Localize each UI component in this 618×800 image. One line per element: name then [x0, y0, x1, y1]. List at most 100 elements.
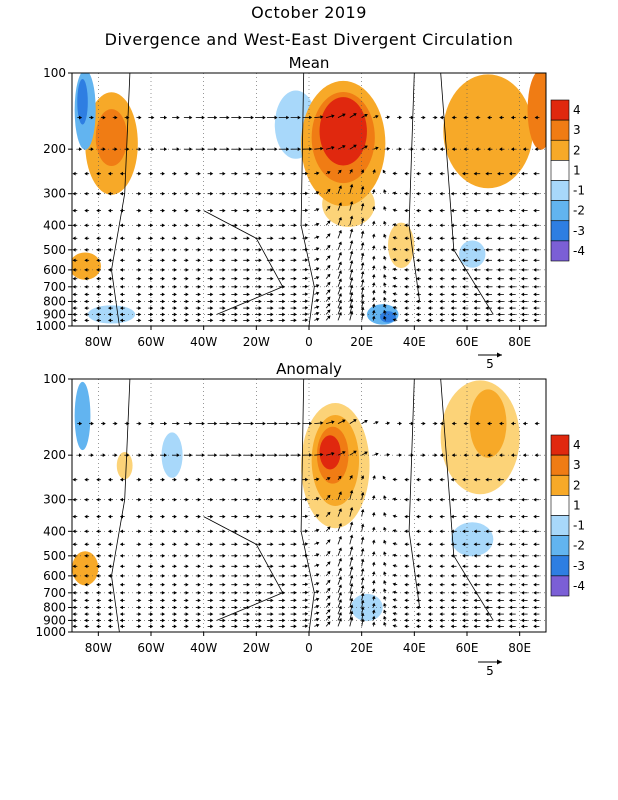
vector-head: [90, 453, 94, 457]
vector-head: [338, 185, 342, 189]
y-tick-label: 100: [43, 372, 66, 386]
vector-head: [234, 573, 238, 578]
plot-area: [72, 73, 546, 326]
vector-head: [185, 208, 189, 213]
vector-head: [360, 286, 365, 291]
vector-head: [293, 171, 297, 176]
vector-head: [138, 147, 142, 152]
vector-head: [185, 564, 189, 569]
vector-head: [450, 477, 454, 482]
vector-head: [119, 618, 123, 623]
vector-head: [521, 477, 525, 482]
vector-head: [450, 318, 454, 323]
colorbar-label: -4: [573, 244, 585, 258]
vector-head: [234, 564, 238, 569]
colorbar-segment: [550, 434, 570, 456]
vector-head: [305, 208, 309, 213]
vector-head: [305, 171, 309, 176]
vector-head: [258, 171, 262, 176]
shaded-region: [527, 73, 546, 150]
vector-head: [450, 605, 454, 610]
vector-head: [473, 191, 477, 196]
vector-head: [96, 236, 100, 241]
vector-head: [383, 595, 387, 600]
vector-head: [315, 247, 320, 251]
shaded-region: [72, 252, 101, 280]
vector-head: [497, 299, 501, 304]
vector-head: [173, 618, 177, 623]
vector-head: [114, 147, 118, 151]
vector-head: [185, 318, 189, 323]
vector-head: [316, 477, 320, 482]
vector-head: [428, 191, 432, 196]
vector-head: [338, 261, 342, 266]
vector-head: [462, 208, 466, 213]
vector-head: [439, 147, 443, 151]
vector-head: [297, 453, 301, 458]
vector-head: [473, 276, 477, 281]
vector-head: [353, 113, 357, 117]
y-tick-label: 1000: [35, 625, 66, 639]
vector-head: [462, 267, 466, 272]
vector-head: [485, 292, 489, 297]
vector-head: [349, 304, 354, 309]
vector-head: [119, 591, 123, 595]
vector-head: [222, 591, 226, 595]
vector-head: [150, 248, 154, 252]
vector-head: [108, 624, 112, 629]
vector-head: [534, 147, 538, 151]
vector-head: [72, 497, 76, 502]
colorbar-label: 4: [573, 438, 581, 452]
vector-head: [234, 618, 238, 623]
vector-head: [371, 255, 376, 259]
vector-head: [383, 289, 387, 294]
vector-head: [533, 582, 537, 587]
vector-head: [185, 624, 189, 629]
vector-head: [297, 115, 301, 120]
vector-head: [510, 147, 514, 151]
vector-head: [119, 306, 123, 311]
vector-head: [509, 285, 513, 289]
vector-head: [428, 267, 432, 272]
vector-head: [371, 571, 376, 575]
vector-head: [222, 171, 226, 176]
vector-head: [246, 605, 250, 610]
vector-head: [246, 573, 250, 578]
vector-head: [338, 547, 342, 551]
vector-head: [360, 599, 365, 604]
vector-head: [497, 612, 501, 617]
vector-head: [473, 542, 477, 547]
vector-head: [119, 318, 123, 323]
vector-head: [250, 421, 254, 426]
vector-head: [521, 542, 525, 547]
vector-head: [326, 550, 331, 555]
vector-head: [485, 624, 489, 629]
vector-head: [509, 292, 513, 297]
vector-head: [404, 605, 408, 610]
vector-head: [497, 267, 501, 272]
vector-head: [428, 497, 432, 502]
vector-head: [258, 276, 262, 281]
vector-head: [497, 223, 501, 228]
vector-head: [450, 236, 454, 241]
vector-head: [349, 169, 353, 173]
vector-head: [371, 561, 376, 565]
vector-head: [533, 306, 537, 311]
vector-head: [119, 191, 123, 196]
vector-head: [338, 475, 342, 480]
vector-head: [315, 311, 320, 316]
vector-head: [463, 453, 467, 457]
vector-head: [108, 605, 112, 610]
vector-head: [473, 299, 477, 304]
vector-head: [349, 590, 354, 595]
vector-head: [462, 514, 466, 519]
vector-head: [497, 285, 501, 289]
vector-head: [338, 285, 342, 290]
vector-head: [450, 171, 454, 176]
vector-head: [497, 554, 501, 558]
vector-head: [462, 591, 466, 595]
vector-head: [305, 284, 309, 289]
vector-head: [84, 582, 88, 587]
colorbar-segment: [550, 160, 570, 181]
vector-head: [234, 223, 238, 228]
